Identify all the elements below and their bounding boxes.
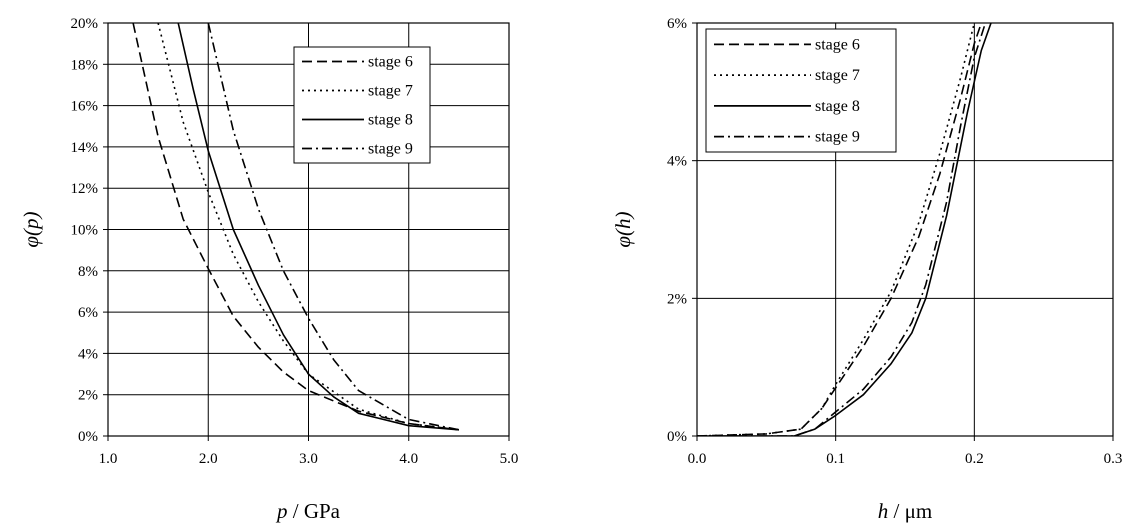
legend-label: stage 9	[815, 129, 860, 146]
x-axis-unit: / GPa	[288, 499, 341, 523]
y-tick-label: 0%	[667, 429, 687, 445]
y-tick-label: 6%	[78, 305, 98, 321]
series-line-stage-8	[177, 23, 459, 431]
x-axis-unit: / μm	[888, 499, 932, 523]
legend-box	[705, 28, 897, 153]
plot-area-frame	[696, 22, 1114, 437]
gap-distribution-chart: 0%2%4%6%0.0 0.1 0.2 0.3h / μmφ(h)stage 6sta…	[611, 16, 1122, 523]
y-tick-label: 18%	[71, 57, 99, 73]
x-tick-label: 0.1	[826, 451, 845, 467]
x-tick-label: 0.2	[965, 451, 984, 467]
legend-label: stage 7	[815, 67, 860, 84]
legend-label: stage 9	[368, 141, 413, 158]
y-tick-label: 6%	[667, 16, 687, 32]
x-tick-label: 0.0	[688, 451, 707, 467]
x-axis-variable: h	[878, 499, 889, 523]
y-tick-label: 2%	[667, 291, 687, 307]
y-tick-label: 14%	[71, 140, 99, 156]
x-tick-label: 3.0	[299, 451, 318, 467]
x-axis-variable: p	[275, 499, 288, 523]
legend-label: stage 6	[815, 36, 860, 53]
y-tick-label: 12%	[71, 181, 99, 197]
legend: stage 6 stage 7 stage 8 stage 9	[293, 46, 431, 164]
y-tick-label: 0%	[78, 429, 98, 445]
legend-box	[293, 46, 431, 164]
y-tick-label: 16%	[71, 99, 99, 115]
y-axis-title: φ(h)	[611, 211, 635, 247]
y-tick-label: 20%	[71, 16, 99, 32]
legend-label: stage 6	[368, 54, 413, 71]
y-axis-title: φ(p)	[19, 211, 43, 247]
legend: stage 6 stage 7 stage 8 stage 9	[705, 28, 897, 153]
legend-label: stage 8	[815, 98, 860, 115]
y-tick-label: 4%	[78, 346, 98, 362]
x-tick-label: 2.0	[199, 451, 218, 467]
legend-label: stage 7	[368, 83, 413, 100]
x-tick-label: 1.0	[99, 451, 118, 467]
series-line-stage-9	[697, 23, 987, 436]
x-tick-label: 0.3	[1104, 451, 1123, 467]
y-tick-label: 8%	[78, 264, 98, 280]
x-axis-title: h / μm	[878, 499, 932, 523]
x-tick-label: 5.0	[500, 451, 519, 467]
series-line-stage-7	[157, 23, 459, 431]
x-axis-title: p / GPa	[275, 499, 341, 523]
y-tick-label: 4%	[667, 154, 687, 170]
y-tick-label: 2%	[78, 388, 98, 404]
legend-label: stage 8	[368, 112, 413, 129]
series-line-stage-6	[697, 23, 983, 436]
pressure-distribution-chart: 0% 2% 4% 6% 8% 10% 12% 14% 16% 18% 20% 1.0 2.0 3.0 4.0…	[19, 16, 518, 523]
x-tick-label: 4.0	[399, 451, 418, 467]
series-line-stage-6	[132, 23, 459, 431]
y-tick-label: 10%	[71, 223, 99, 239]
